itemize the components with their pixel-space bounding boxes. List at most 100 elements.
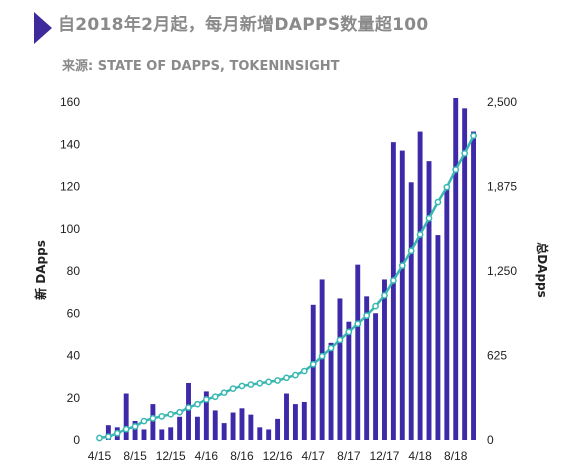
line-point (416, 231, 424, 238)
line-point (443, 183, 451, 191)
left-tick-label: 140 (60, 137, 80, 151)
line-point (345, 328, 353, 336)
line-point (176, 408, 183, 416)
line-point (354, 320, 362, 328)
x-tick-label: 4/18 (408, 449, 432, 463)
line-point (292, 371, 299, 379)
bar (275, 418, 281, 441)
line-point (434, 198, 442, 206)
right-tick-label: 1,250 (487, 264, 517, 278)
bar (239, 408, 245, 440)
bar (444, 186, 450, 440)
bar (194, 416, 200, 440)
line-point (131, 423, 139, 430)
line-point (470, 132, 477, 140)
x-tick-label: 12/15 (156, 449, 186, 463)
bar (337, 298, 343, 440)
line-point (211, 393, 219, 401)
bar (453, 98, 459, 440)
line-point (390, 277, 397, 284)
bar (105, 425, 111, 440)
line-point (149, 415, 157, 422)
bar (346, 321, 352, 440)
line-point (185, 404, 192, 411)
bar (141, 429, 147, 440)
x-tick-label: 4/15 (88, 449, 112, 463)
bar (399, 150, 405, 440)
bar (364, 296, 370, 440)
left-tick-label: 120 (60, 180, 80, 194)
left-tick-label: 40 (67, 349, 81, 363)
line-point (425, 214, 433, 222)
line-point (398, 262, 406, 269)
line-point (220, 389, 228, 397)
left-tick-label: 160 (60, 95, 80, 109)
line-point (96, 434, 103, 442)
bar (382, 279, 387, 440)
x-tick-label: 4/17 (302, 449, 326, 463)
left-tick-label: 20 (67, 391, 81, 405)
line-point (194, 400, 201, 408)
line-point (140, 417, 148, 425)
bar (292, 404, 298, 440)
bar (203, 391, 209, 440)
left-y-axis: 0 20 40 60 80 100 120 140 160 (60, 95, 80, 447)
x-tick-label: 8/15 (123, 449, 147, 463)
bar-series (97, 98, 476, 441)
right-tick-label: 625 (487, 349, 507, 363)
bar (355, 264, 361, 440)
bar (301, 401, 307, 440)
bar (212, 410, 218, 440)
left-axis-title: 新 DApps (33, 240, 48, 300)
line-point (336, 336, 344, 344)
bar (132, 420, 138, 440)
right-axis-title: 总DApps (535, 242, 550, 298)
line-point (247, 381, 255, 388)
bar (257, 427, 263, 440)
line-point (300, 367, 308, 375)
x-tick-label: 4/16 (195, 449, 219, 463)
bar (471, 131, 476, 440)
line-point (238, 382, 246, 390)
left-tick-label: 0 (73, 433, 80, 447)
line-series (96, 132, 477, 442)
line-point (452, 166, 460, 173)
line-point (113, 429, 121, 437)
x-axis: 4/15 8/15 12/15 4/16 8/16 12/16 4/17 8/17 12/17 4… (88, 449, 468, 463)
bar (159, 429, 165, 440)
line-point (327, 344, 335, 352)
x-tick-label: 12/16 (263, 449, 293, 463)
bar (435, 235, 441, 440)
bar (248, 414, 254, 440)
left-tick-label: 100 (60, 222, 80, 236)
left-tick-label: 60 (67, 306, 81, 320)
x-tick-label: 8/16 (230, 449, 254, 463)
line-point (318, 352, 326, 360)
bar (266, 429, 272, 440)
bar (168, 427, 174, 440)
bar (373, 313, 379, 440)
bar (150, 404, 156, 440)
line-point (283, 374, 290, 382)
line-point (407, 247, 415, 255)
line-point (274, 377, 281, 384)
bar (426, 161, 432, 440)
bar (417, 131, 423, 440)
accent-arrow-shape (34, 12, 52, 44)
line-point (256, 379, 264, 387)
line-point (122, 425, 130, 433)
bar (177, 416, 183, 440)
line-point (309, 360, 317, 368)
x-tick-label: 8/18 (444, 449, 468, 463)
bar (221, 423, 227, 440)
x-tick-label: 12/17 (369, 449, 399, 463)
bar (284, 393, 289, 440)
line-point (372, 302, 379, 310)
line-point (202, 396, 210, 403)
bar (310, 304, 316, 440)
bar (230, 412, 236, 440)
left-tick-label: 80 (67, 264, 81, 278)
line-point (105, 433, 112, 440)
line-point (158, 412, 166, 420)
